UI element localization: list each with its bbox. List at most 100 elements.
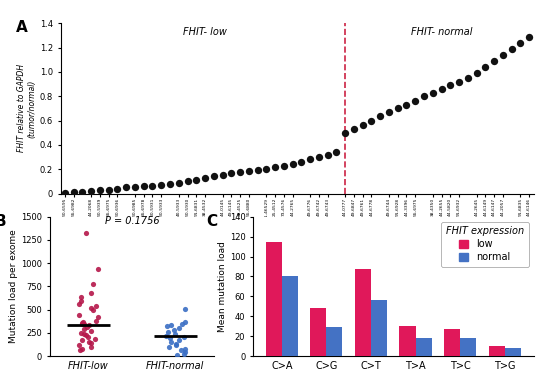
- Point: [75, 342, 84, 348]
- Point: [402, 102, 411, 108]
- Point: [92, 303, 101, 310]
- Point: [86, 290, 95, 296]
- Point: [271, 164, 279, 170]
- X-axis label: TCGA identifier: TCGA identifier: [261, 220, 333, 230]
- Point: [74, 312, 83, 318]
- Point: [181, 346, 190, 352]
- Point: [411, 98, 420, 104]
- Point: [174, 337, 183, 343]
- Point: [86, 344, 95, 350]
- Point: [130, 184, 139, 190]
- Point: [166, 181, 174, 187]
- Point: [428, 89, 437, 96]
- Point: [179, 334, 188, 341]
- Point: [171, 330, 180, 337]
- Point: [78, 189, 87, 195]
- Point: [164, 344, 173, 350]
- Point: [178, 320, 186, 327]
- Point: [253, 167, 262, 173]
- Point: [288, 161, 297, 168]
- Point: [235, 169, 244, 175]
- Point: [86, 305, 95, 311]
- Point: [89, 281, 98, 287]
- Point: [139, 183, 148, 189]
- Bar: [371, 300, 387, 356]
- Point: [192, 177, 201, 183]
- Point: [96, 187, 104, 194]
- Point: [437, 86, 446, 92]
- Point: [80, 326, 89, 332]
- Point: [384, 109, 393, 115]
- Y-axis label: FHIT relative to GAPDH
(tumor/normal): FHIT relative to GAPDH (tumor/normal): [18, 64, 37, 152]
- Point: [498, 52, 507, 58]
- Point: [367, 117, 376, 123]
- Point: [516, 39, 525, 46]
- Point: [376, 113, 384, 119]
- Point: [464, 75, 472, 81]
- Text: FHIT- normal: FHIT- normal: [411, 27, 472, 37]
- Point: [201, 175, 210, 181]
- Point: [262, 166, 271, 172]
- Text: FHIT- low: FHIT- low: [183, 27, 227, 37]
- Point: [91, 318, 100, 324]
- Point: [77, 298, 86, 304]
- Point: [170, 327, 179, 333]
- Point: [75, 301, 84, 307]
- Point: [148, 183, 157, 189]
- Point: [167, 322, 176, 328]
- Bar: [326, 327, 343, 356]
- Point: [323, 151, 332, 158]
- Point: [350, 126, 359, 132]
- Point: [78, 319, 87, 325]
- Point: [161, 332, 170, 339]
- Point: [87, 188, 96, 194]
- Bar: [266, 241, 282, 356]
- Point: [306, 156, 315, 163]
- Point: [358, 122, 367, 128]
- Text: P = 0.1756: P = 0.1756: [104, 216, 160, 226]
- Point: [163, 329, 172, 335]
- Text: A: A: [15, 20, 28, 35]
- Point: [525, 34, 533, 40]
- Point: [490, 58, 498, 64]
- Point: [210, 173, 218, 180]
- Point: [75, 348, 84, 354]
- Point: [279, 163, 288, 169]
- Point: [78, 320, 86, 327]
- Point: [315, 154, 323, 160]
- Bar: [505, 348, 521, 356]
- Point: [94, 265, 102, 272]
- Point: [78, 337, 87, 343]
- Point: [183, 178, 192, 185]
- Point: [163, 323, 172, 329]
- Point: [78, 346, 86, 352]
- Point: [90, 336, 99, 342]
- Bar: [460, 338, 476, 356]
- Point: [76, 330, 85, 336]
- Point: [89, 307, 97, 313]
- Point: [180, 349, 189, 355]
- Bar: [444, 329, 460, 356]
- Point: [172, 342, 181, 348]
- Point: [81, 230, 90, 236]
- Bar: [310, 308, 326, 356]
- Point: [177, 347, 185, 353]
- Point: [83, 334, 92, 341]
- Point: [157, 182, 166, 188]
- Point: [175, 325, 184, 331]
- Point: [332, 149, 341, 155]
- Point: [393, 105, 402, 111]
- Point: [78, 320, 86, 326]
- Text: C: C: [207, 214, 218, 229]
- Point: [166, 335, 175, 341]
- Bar: [488, 346, 505, 356]
- Point: [297, 159, 306, 165]
- Point: [507, 46, 516, 52]
- Point: [82, 324, 91, 330]
- Bar: [355, 269, 371, 356]
- Y-axis label: Mutation load per exome: Mutation load per exome: [9, 229, 18, 343]
- Point: [173, 352, 182, 358]
- Point: [174, 180, 183, 186]
- Point: [86, 340, 95, 346]
- Point: [167, 339, 176, 345]
